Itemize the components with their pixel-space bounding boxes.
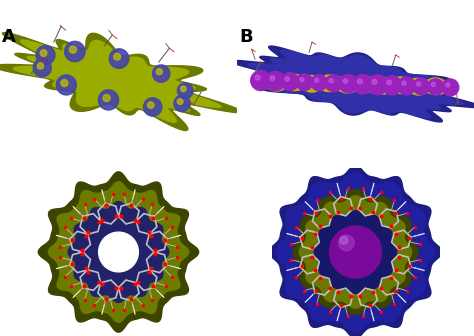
Circle shape — [37, 63, 44, 69]
Polygon shape — [276, 173, 435, 331]
Circle shape — [329, 79, 333, 83]
Circle shape — [103, 94, 110, 101]
Polygon shape — [293, 190, 418, 314]
Circle shape — [338, 235, 354, 251]
Circle shape — [270, 76, 275, 81]
Polygon shape — [48, 182, 189, 322]
Circle shape — [174, 95, 190, 112]
Circle shape — [383, 76, 401, 95]
Circle shape — [255, 75, 260, 80]
Circle shape — [144, 98, 162, 116]
Circle shape — [340, 237, 348, 244]
Circle shape — [251, 71, 271, 90]
Circle shape — [56, 75, 76, 95]
Circle shape — [325, 75, 342, 92]
Circle shape — [387, 80, 392, 85]
Circle shape — [398, 77, 415, 95]
Circle shape — [265, 72, 285, 91]
Circle shape — [329, 226, 382, 278]
Circle shape — [99, 232, 138, 272]
Circle shape — [417, 82, 421, 86]
Circle shape — [36, 46, 55, 65]
Polygon shape — [13, 40, 221, 122]
Polygon shape — [247, 50, 464, 118]
Circle shape — [413, 78, 429, 95]
Circle shape — [315, 78, 319, 82]
Circle shape — [339, 75, 357, 93]
Circle shape — [177, 83, 193, 98]
Circle shape — [40, 50, 47, 56]
Circle shape — [177, 99, 183, 104]
Text: A: A — [2, 28, 16, 46]
Circle shape — [357, 79, 362, 84]
Polygon shape — [229, 46, 474, 122]
Circle shape — [109, 49, 129, 69]
Circle shape — [300, 78, 304, 82]
Circle shape — [428, 79, 444, 95]
Circle shape — [99, 90, 118, 110]
Circle shape — [442, 79, 459, 96]
Polygon shape — [300, 196, 411, 308]
Circle shape — [343, 79, 348, 83]
Circle shape — [285, 77, 290, 81]
Circle shape — [401, 81, 406, 85]
Circle shape — [147, 102, 154, 108]
Circle shape — [156, 69, 163, 75]
Text: B: B — [239, 28, 253, 46]
Circle shape — [367, 75, 387, 95]
Circle shape — [181, 86, 186, 92]
Circle shape — [153, 65, 170, 82]
Circle shape — [61, 80, 68, 87]
Circle shape — [372, 79, 377, 84]
Polygon shape — [38, 172, 199, 332]
Circle shape — [446, 83, 450, 87]
Circle shape — [114, 53, 120, 60]
Circle shape — [64, 41, 85, 62]
Polygon shape — [68, 202, 169, 302]
Polygon shape — [0, 33, 242, 130]
Circle shape — [311, 75, 327, 91]
Polygon shape — [269, 166, 442, 336]
Circle shape — [296, 74, 313, 90]
Circle shape — [431, 82, 435, 86]
Circle shape — [353, 75, 373, 94]
Circle shape — [69, 46, 76, 53]
Polygon shape — [314, 211, 397, 293]
Circle shape — [281, 73, 299, 91]
Circle shape — [33, 59, 51, 77]
